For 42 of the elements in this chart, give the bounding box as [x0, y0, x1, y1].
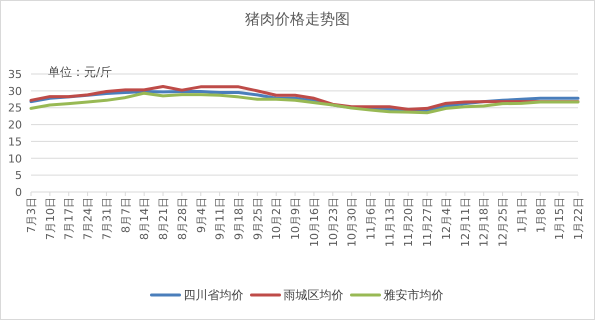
x-tick-label: 10月16日: [308, 197, 321, 247]
legend-label: 四川省均价: [184, 288, 244, 302]
chart-title: 猪肉价格走势图: [245, 10, 350, 28]
x-tick-label: 11月6日: [364, 197, 378, 240]
y-tick-label: 5: [15, 169, 22, 182]
x-tick-label: 10月2日: [270, 197, 284, 240]
x-tick-label: 11月27日: [421, 197, 434, 247]
legend-label: 雅安市均价: [384, 288, 444, 302]
x-tick-label: 8月7日: [119, 197, 132, 233]
x-tick-label: 1月1日: [515, 197, 528, 233]
y-tick-label: 35: [8, 68, 22, 81]
y-tick-label: 15: [8, 135, 22, 148]
x-tick-label: 10月23日: [326, 197, 340, 247]
x-tick-label: 8月14日: [138, 197, 152, 240]
x-tick-label: 8月28日: [176, 197, 189, 240]
y-tick-label: 0: [15, 186, 22, 199]
y-tick-label: 10: [8, 152, 22, 166]
x-tick-label: 9月11日: [214, 197, 227, 240]
legend-label: 雨城区均价: [284, 288, 344, 302]
x-tick-label: 11月13日: [383, 197, 396, 247]
x-tick-label: 10月30日: [346, 197, 359, 247]
x-tick-label: 11月20日: [402, 197, 416, 247]
x-tick-label: 7月17日: [62, 197, 76, 240]
x-tick-label: 12月11日: [458, 197, 472, 247]
x-tick-label: 1月8日: [534, 197, 548, 233]
x-tick-label: 7月10日: [44, 197, 57, 240]
x-tick-label: 7月3日: [25, 197, 38, 233]
y-tick-label: 25: [8, 102, 22, 115]
x-tick-label: 12月4日: [440, 197, 453, 240]
x-tick-label: 1月22日: [572, 197, 585, 240]
x-tick-label: 7月24日: [82, 197, 95, 240]
x-tick-label: 10月9日: [289, 197, 302, 240]
x-tick-label: 8月21日: [157, 197, 170, 240]
x-tick-label: 9月4日: [194, 197, 208, 233]
y-tick-label: 30: [8, 84, 22, 98]
y-tick-label: 20: [8, 118, 22, 132]
x-tick-label: 12月25日: [496, 197, 510, 247]
x-tick-label: 7月31日: [100, 197, 114, 240]
x-tick-label: 12月18日: [478, 197, 491, 247]
x-tick-label: 9月18日: [232, 197, 246, 240]
x-tick-label: 9月25日: [251, 197, 264, 240]
x-tick-label: 1月15日: [553, 197, 566, 240]
